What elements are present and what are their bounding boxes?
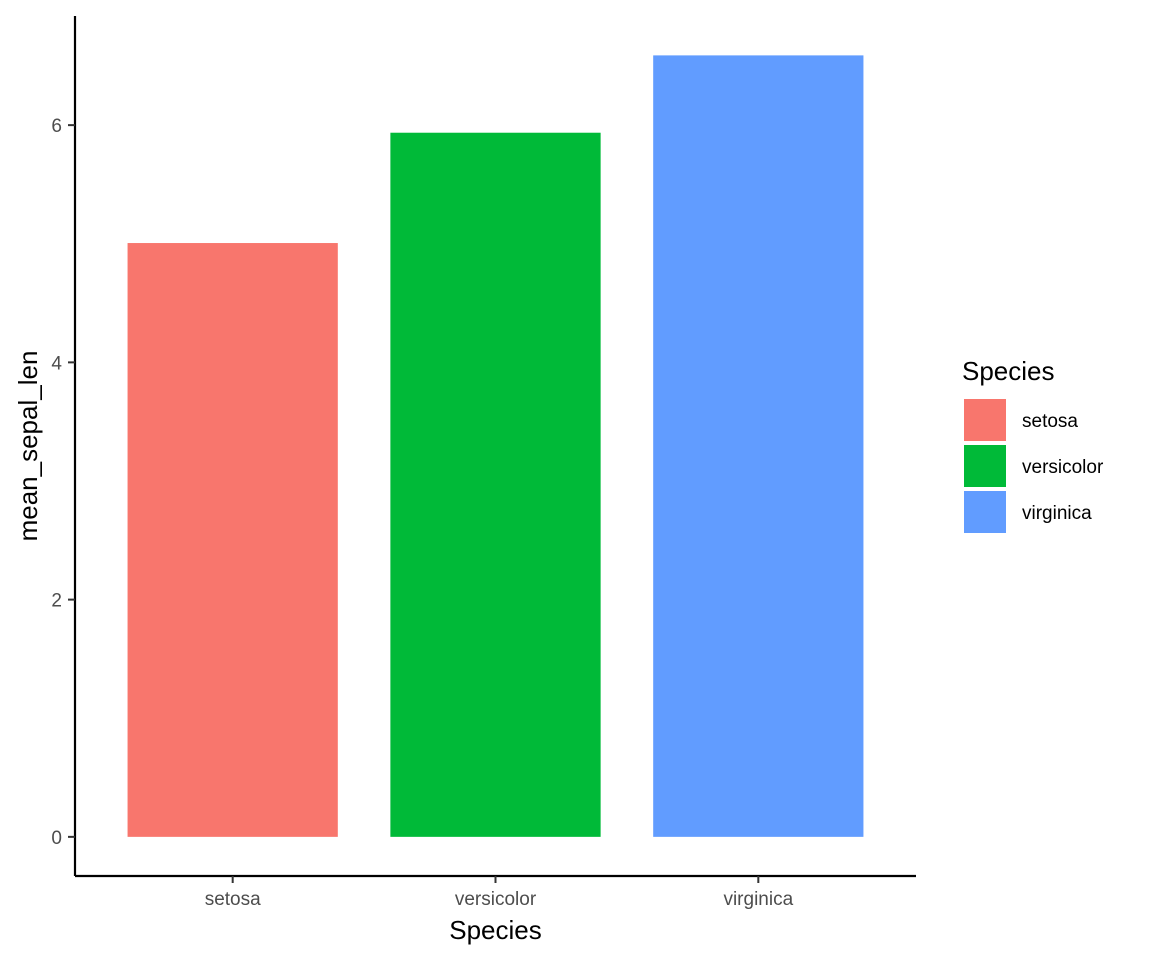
y-tick-label: 0 — [51, 828, 62, 849]
bars-group — [127, 55, 864, 837]
x-tick-label-setosa: setosa — [205, 889, 261, 910]
bar-versicolor — [390, 132, 601, 837]
legend-key-versicolor — [964, 445, 1006, 487]
legend-title: Species — [962, 356, 1055, 386]
x-tick-label-virginica: virginica — [723, 889, 793, 910]
y-axis-title: mean_sepal_len — [13, 351, 43, 542]
bar-virginica — [653, 55, 864, 837]
legend-label-setosa: setosa — [1022, 411, 1078, 432]
axes-group: 0 2 4 6 setosa versicolor virginica — [51, 16, 916, 910]
legend: Species setosa versicolor virginica — [962, 356, 1104, 533]
legend-label-versicolor: versicolor — [1022, 457, 1104, 478]
legend-label-virginica: virginica — [1022, 503, 1092, 524]
legend-key-setosa — [964, 399, 1006, 441]
y-tick-label: 2 — [51, 591, 62, 612]
y-tick-label: 6 — [51, 116, 62, 137]
y-tick-label: 4 — [51, 353, 62, 374]
legend-key-virginica — [964, 491, 1006, 533]
bar-setosa — [127, 243, 338, 837]
x-tick-label-versicolor: versicolor — [455, 889, 537, 910]
x-axis-title: Species — [449, 915, 542, 945]
